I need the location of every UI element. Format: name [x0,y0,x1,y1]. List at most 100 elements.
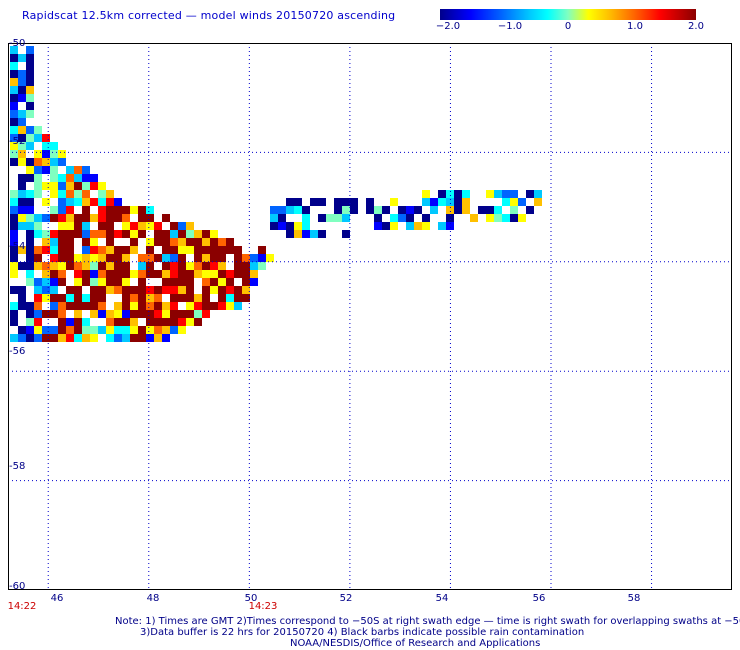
lon-label: 54 [435,593,449,604]
wind-cell [10,46,18,54]
wind-cell [422,222,430,230]
wind-cell [138,310,146,318]
wind-cell [58,222,66,230]
wind-cell [178,262,186,270]
wind-cell [194,302,202,310]
wind-cell [510,214,518,222]
wind-cell [202,238,210,246]
wind-cell [186,294,194,302]
wind-cell [10,134,18,142]
wind-cell [98,302,106,310]
wind-cell [422,214,430,222]
wind-cell [50,230,58,238]
wind-cell [82,262,90,270]
wind-cell [366,206,374,214]
wind-cell [178,318,186,326]
wind-cell [226,246,234,254]
wind-cell [210,278,218,286]
wind-cell [194,254,202,262]
wind-cell [98,230,106,238]
wind-cell [186,246,194,254]
wind-cell [18,190,26,198]
wind-cell [50,286,58,294]
wind-cell [106,254,114,262]
wind-cell [74,278,82,286]
wind-cell [114,214,122,222]
wind-cell [154,230,162,238]
wind-cell [18,78,26,86]
wind-cell [130,206,138,214]
wind-cell [82,222,90,230]
wind-cell [130,334,138,342]
wind-cell [26,126,34,134]
wind-cell [106,334,114,342]
wind-cell [50,174,58,182]
wind-cell [58,246,66,254]
wind-cell [18,214,26,222]
wind-cell [58,294,66,302]
wind-cell [138,286,146,294]
wind-cell [90,174,98,182]
wind-cell [42,198,50,206]
wind-cell [130,310,138,318]
wind-cell [10,150,18,158]
wind-cell [50,150,58,158]
wind-cell [366,198,374,206]
wind-cell [138,214,146,222]
wind-cell [18,246,26,254]
wind-cell [98,222,106,230]
wind-cell [74,262,82,270]
wind-cell [50,246,58,254]
wind-cell [98,286,106,294]
lon-label: 46 [50,593,64,604]
wind-cell [510,198,518,206]
wind-cell [34,230,42,238]
wind-cell [26,214,34,222]
wind-cell [42,182,50,190]
wind-cell [138,294,146,302]
wind-cell [170,270,178,278]
wind-cell [90,334,98,342]
wind-cell [26,246,34,254]
wind-cell [34,222,42,230]
wind-cell [58,206,66,214]
wind-cell [10,198,18,206]
wind-cell [58,174,66,182]
wind-cell [106,190,114,198]
wind-cell [34,246,42,254]
wind-cell [350,206,358,214]
wind-cell [58,326,66,334]
wind-cell [318,198,326,206]
wind-cell [106,214,114,222]
wind-cell [226,294,234,302]
wind-cell [18,334,26,342]
wind-cell [82,334,90,342]
wind-cell [34,174,42,182]
wind-cell [494,214,502,222]
wind-cell [58,230,66,238]
wind-cell [90,310,98,318]
note-line-1: Note: 1) Times are GMT 2)Times correspon… [115,616,740,627]
wind-cell [114,286,122,294]
wind-cell [18,110,26,118]
wind-cell [218,246,226,254]
wind-cell [162,334,170,342]
wind-cell [82,246,90,254]
wind-cell [66,214,74,222]
wind-cell [26,166,34,174]
wind-cell [34,190,42,198]
wind-cell [82,270,90,278]
wind-cell [26,142,34,150]
wind-cell [50,142,58,150]
wind-cell [10,230,18,238]
wind-cell [106,270,114,278]
wind-cell [162,286,170,294]
wind-cell [66,222,74,230]
wind-cell [122,206,130,214]
wind-cell [26,86,34,94]
wind-cell [26,270,34,278]
wind-cell [90,262,98,270]
wind-cell [170,294,178,302]
wind-cell [146,246,154,254]
